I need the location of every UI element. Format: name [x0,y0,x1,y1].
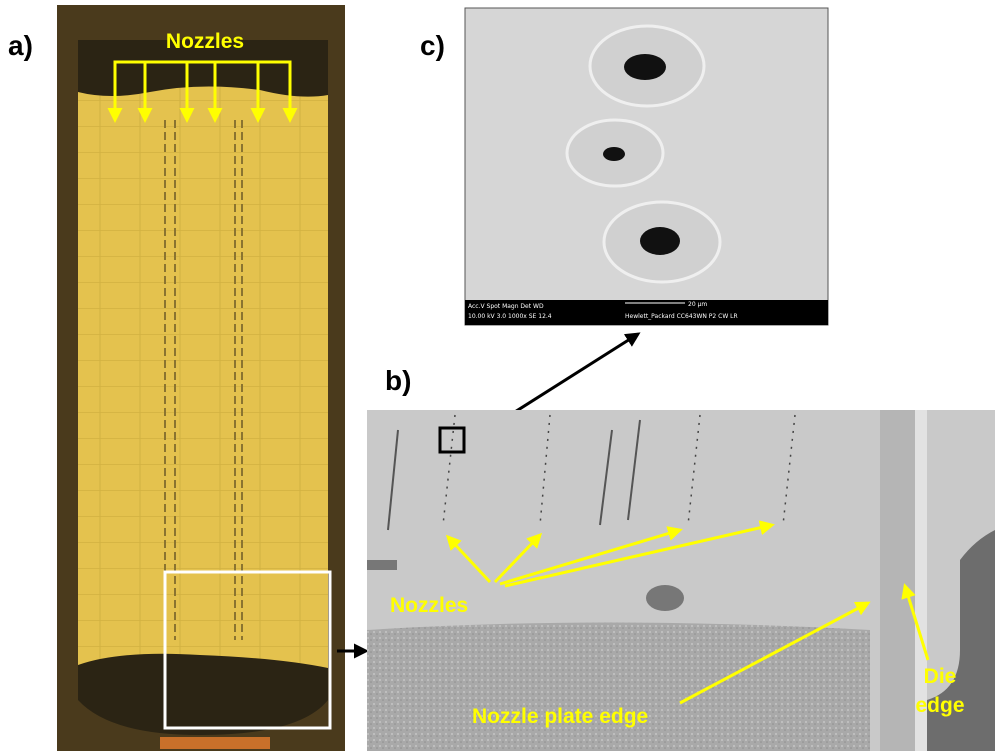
info-text: Acc.V Spot Magn Det WD [468,303,544,310]
panel-c: Acc.V Spot Magn Det WD 10.00 kV 3.0 1000… [465,8,828,325]
figure: Nozzles a) Acc.V Spot Magn Det WD 10.00 … [0,0,995,751]
annotation: edge [915,694,964,717]
panel-label: a) [8,30,33,61]
info-text: 10.00 kV 3.0 1000x SE 12.4 [468,313,552,320]
annotation: Nozzle plate edge [472,705,648,728]
panel-a: Nozzles [57,5,345,751]
annotation: Nozzles [390,594,468,617]
panel-label: c) [420,30,445,61]
panel-b: Nozzles Nozzle plate edge Die edge [367,410,995,751]
info-text: Hewlett_Packard CC643WN P2 CW LR [625,313,738,320]
scale-text: 20 µm [688,301,707,308]
annotation: Nozzles [166,30,244,53]
annotation: Die [924,665,957,688]
panel-label: b) [385,365,411,396]
